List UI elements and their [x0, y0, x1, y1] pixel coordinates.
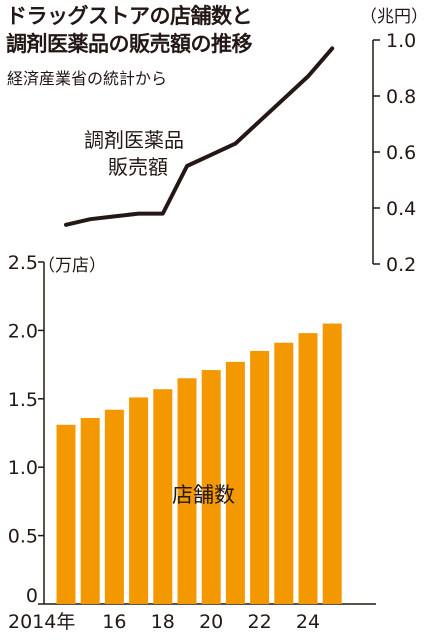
bar-2014 [56, 424, 76, 604]
bar-2023 [274, 342, 294, 604]
bar-ytick-label: 0.5 [8, 526, 38, 548]
bar-2024 [298, 333, 318, 604]
line-ytick-label: 0.4 [386, 198, 416, 220]
bar-unit-label: （万店） [38, 256, 106, 276]
bar-2021 [225, 361, 245, 604]
bar-2020 [201, 370, 221, 604]
xtick-label-2022: 22 [248, 611, 272, 633]
bar-2018 [153, 389, 173, 604]
bar-ytick-label: 1.0 [8, 457, 38, 479]
line-unit-label: （兆円） [360, 7, 428, 27]
line-ytick-label: 0.8 [386, 86, 416, 108]
bar-ytick-label: 2.5 [8, 252, 38, 274]
line-ytick-label: 0.2 [386, 254, 416, 276]
line-ytick-label: 1.0 [386, 30, 416, 52]
bar-2016 [104, 409, 124, 604]
xtick-label-2016: 16 [102, 611, 126, 633]
bar-2022 [250, 350, 270, 604]
bar-ytick-label: 2.0 [8, 320, 38, 342]
series-line-sales [64, 46, 335, 227]
xtick-label-2014: 2014年 [8, 611, 75, 633]
bar-series-label: 店舗数 [172, 483, 235, 507]
bar-ytick-label: 0 [26, 585, 38, 607]
bar-2015 [80, 417, 100, 604]
bar-ytick-label: 1.5 [8, 389, 38, 411]
bar-2017 [129, 397, 149, 604]
bar-2019 [177, 378, 197, 604]
line-series-label-line-1: 調剤医薬品 [84, 128, 184, 152]
line-chart-sales: （兆円） 0.2 0.4 0.6 0.8 1.0 調剤医薬品 販売額 [64, 7, 428, 276]
chart-title-line-2: 調剤医薬品の販売額の推移 [6, 32, 253, 56]
xtick-label-2024: 24 [296, 611, 320, 633]
xtick-label-2020: 20 [199, 611, 223, 633]
chart-title-line-1: ドラッグストアの店舗数と [6, 4, 253, 28]
line-series-label-line-2: 販売額 [108, 155, 168, 179]
line-ytick-label: 0.6 [386, 142, 416, 164]
bar-2025 [322, 323, 342, 604]
bar-chart-stores: （万店） 0 0.5 1.0 1.5 2.0 2.5 2014年 16 18 20 22 24 店舗… [8, 252, 376, 633]
xtick-label-2018: 18 [151, 611, 175, 633]
source-note: 経済産業省の統計から [7, 69, 168, 88]
